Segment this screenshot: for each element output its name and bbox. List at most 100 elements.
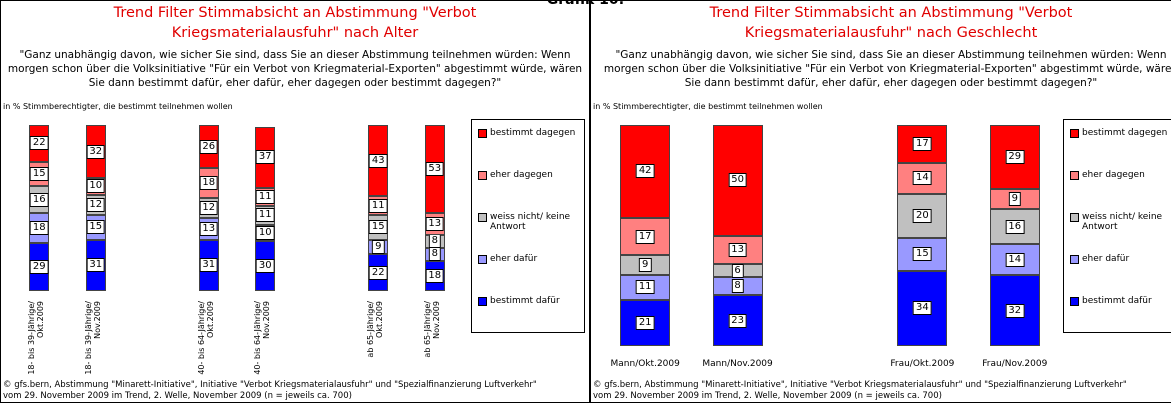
data-label: 29 — [1005, 150, 1025, 165]
x-tick-label: ab 65-Jährige/ Okt.2009 — [366, 301, 385, 358]
data-label: 18 — [29, 220, 49, 235]
data-label: 21 — [635, 315, 655, 330]
x-tick-label: 40- bis 64-Jährige/ Nov.2009 — [253, 301, 272, 375]
legend-swatch — [1070, 297, 1079, 306]
data-label: 15 — [29, 166, 49, 181]
legend-item: bestimmt dafür — [478, 296, 580, 306]
question: "Ganz unabhängig davon, wie sicher Sie s… — [7, 49, 583, 89]
data-label: 34 — [913, 301, 932, 316]
data-label: 15 — [913, 247, 932, 262]
chart-panel: Trend Filter Stimmabsicht an Abstimmung … — [0, 0, 590, 403]
data-label: 20 — [913, 208, 932, 223]
legend-item: weiss nicht/ keine Antwort — [478, 212, 580, 232]
bar-segment — [620, 125, 671, 218]
data-label: 37 — [255, 150, 275, 165]
data-label: 32 — [86, 144, 106, 159]
legend-item: eher dagegen — [1070, 170, 1171, 180]
data-label: 13 — [425, 216, 445, 231]
data-label: 12 — [86, 197, 106, 212]
data-label: 17 — [635, 229, 655, 244]
bar-segment — [897, 270, 948, 346]
legend: bestimmt dagegen eher dagegen weiss nicht/… — [471, 119, 585, 333]
legend-swatch — [478, 213, 487, 222]
chart-title: Trend Filter Stimmabsicht an Abstimmung … — [113, 5, 477, 41]
legend-swatch — [478, 171, 487, 180]
data-label: 8 — [428, 234, 441, 249]
data-label: 12 — [199, 201, 219, 215]
data-label: 16 — [29, 192, 49, 207]
legend-item: bestimmt dagegen — [478, 128, 580, 138]
bar-segment — [989, 244, 1040, 276]
legend-swatch — [1070, 171, 1079, 180]
data-label: 10 — [86, 179, 106, 194]
legend-item: eher dagegen — [478, 170, 580, 180]
data-label: 13 — [199, 221, 219, 236]
footer: © gfs.bern, Abstimmung "Minarett-Initiat… — [593, 380, 1127, 390]
data-label: 50 — [728, 173, 747, 188]
data-label: 22 — [29, 136, 49, 151]
legend-swatch — [1070, 213, 1079, 222]
data-label: 26 — [199, 139, 219, 154]
subtitle: in % Stimmberechtigter, die bestimmt tei… — [593, 102, 823, 111]
question: "Ganz unabhängig davon, wie sicher Sie s… — [603, 49, 1171, 89]
x-tick-label: Frau/Okt.2009 — [890, 359, 955, 369]
data-label: 9 — [639, 258, 652, 273]
x-tick-label: Frau/Nov.2009 — [982, 359, 1048, 369]
legend-swatch — [478, 255, 487, 264]
data-label: 31 — [86, 258, 106, 273]
data-label: 53 — [425, 161, 445, 176]
footer: vom 29. November 2009 im Trend, 2. Welle… — [593, 391, 942, 401]
data-label: 14 — [1005, 252, 1025, 267]
bar-segment — [897, 193, 948, 238]
legend-item: eher dafür — [1070, 254, 1171, 264]
bar-segment — [897, 237, 948, 271]
data-label: 18 — [425, 269, 445, 284]
data-label: 6 — [731, 263, 744, 278]
data-label: 10 — [255, 225, 275, 240]
x-tick-label: 40- bis 64-Jährige/ Okt.2009 — [196, 301, 215, 375]
data-label: 14 — [913, 171, 932, 186]
data-label: 11 — [635, 280, 655, 295]
data-label: 9 — [1008, 192, 1021, 207]
legend: bestimmt dagegen eher dagegen weiss nicht/… — [1063, 119, 1171, 333]
footer: vom 29. November 2009 im Trend, 2. Welle… — [3, 391, 352, 401]
data-label: 11 — [368, 198, 388, 213]
legend-swatch — [478, 129, 487, 138]
legend-swatch — [478, 297, 487, 306]
data-label: 9 — [372, 240, 385, 254]
data-label: 22 — [368, 265, 388, 280]
legend-item: eher dafür — [478, 254, 580, 264]
header: Grafik 10: — [546, 0, 625, 8]
data-label: 15 — [368, 220, 388, 235]
data-label: 17 — [913, 136, 932, 151]
data-label: 31 — [199, 258, 219, 273]
data-label: 11 — [255, 190, 275, 205]
legend-item: weiss nicht/ keine Antwort — [1070, 212, 1171, 232]
data-label: 32 — [1005, 303, 1025, 318]
chart-title: Trend Filter Stimmabsicht an Abstimmung … — [709, 5, 1073, 41]
footer: © gfs.bern, Abstimmung "Minarett-Initiat… — [3, 380, 537, 390]
data-label: 13 — [728, 242, 747, 257]
x-tick-label: 18- bis 39-Jährige/ Okt.2009 — [27, 301, 46, 375]
x-tick-label: ab 65-Jährige/ Nov.2009 — [422, 301, 441, 358]
data-label: 30 — [255, 259, 275, 274]
x-tick-label: Mann/Nov.2009 — [702, 359, 773, 369]
data-label: 43 — [368, 153, 388, 168]
x-tick-label: 18- bis 39-Jährige/ Nov.2009 — [83, 301, 102, 375]
legend-item: bestimmt dafür — [1070, 296, 1171, 306]
data-label: 18 — [199, 176, 219, 191]
data-label: 42 — [635, 164, 655, 179]
data-label: 23 — [728, 313, 747, 328]
legend-swatch — [1070, 255, 1079, 264]
data-label: 15 — [86, 220, 106, 235]
data-label: 8 — [731, 279, 744, 294]
data-label: 16 — [1005, 219, 1025, 234]
data-label: 8 — [428, 247, 441, 262]
subtitle: in % Stimmberechtigter, die bestimmt tei… — [3, 102, 233, 111]
data-label: 11 — [255, 208, 275, 223]
x-tick-label: Mann/Okt.2009 — [610, 359, 680, 369]
legend-swatch — [1070, 129, 1079, 138]
data-label: 29 — [29, 259, 49, 274]
legend-item: bestimmt dagegen — [1070, 128, 1171, 138]
